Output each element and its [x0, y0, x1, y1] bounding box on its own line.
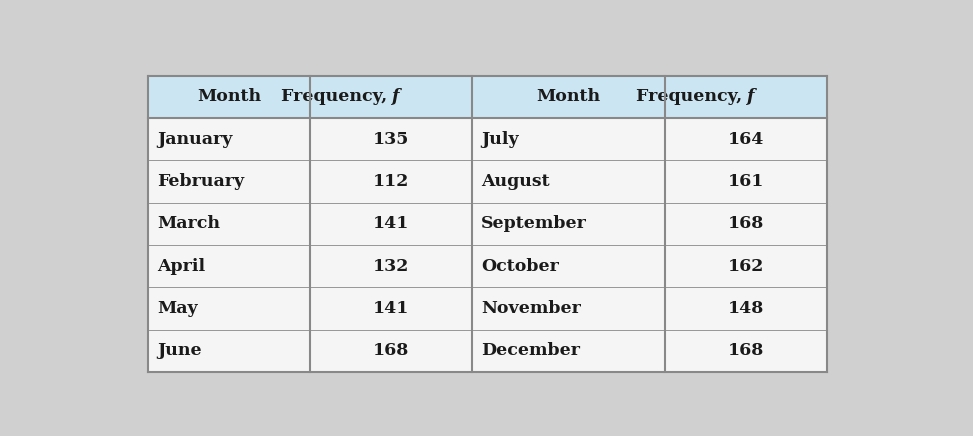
Text: December: December: [482, 342, 580, 359]
Text: 162: 162: [728, 258, 764, 275]
Text: 148: 148: [728, 300, 764, 317]
Text: f: f: [391, 89, 399, 106]
Text: 132: 132: [373, 258, 410, 275]
Text: 164: 164: [728, 131, 764, 148]
Text: January: January: [157, 131, 233, 148]
Text: 141: 141: [373, 300, 410, 317]
Text: February: February: [157, 173, 244, 190]
Bar: [148, 76, 827, 372]
Text: Frequency,: Frequency,: [636, 89, 745, 106]
Bar: [472, 76, 665, 118]
Bar: [665, 76, 827, 118]
Text: April: April: [157, 258, 205, 275]
Text: March: March: [157, 215, 220, 232]
Text: September: September: [482, 215, 587, 232]
Text: June: June: [157, 342, 201, 359]
Text: 168: 168: [728, 215, 764, 232]
Text: May: May: [157, 300, 198, 317]
Text: 168: 168: [373, 342, 410, 359]
Text: 135: 135: [373, 131, 410, 148]
Text: August: August: [482, 173, 550, 190]
Text: f: f: [745, 89, 753, 106]
Text: November: November: [482, 300, 581, 317]
Bar: [148, 76, 310, 118]
Text: 161: 161: [728, 173, 764, 190]
Bar: [310, 76, 472, 118]
Text: Month: Month: [536, 89, 600, 106]
Text: 112: 112: [373, 173, 410, 190]
Text: October: October: [482, 258, 559, 275]
Text: July: July: [482, 131, 519, 148]
Text: 168: 168: [728, 342, 764, 359]
Text: Frequency,: Frequency,: [281, 89, 391, 106]
Text: 141: 141: [373, 215, 410, 232]
Text: Month: Month: [197, 89, 261, 106]
